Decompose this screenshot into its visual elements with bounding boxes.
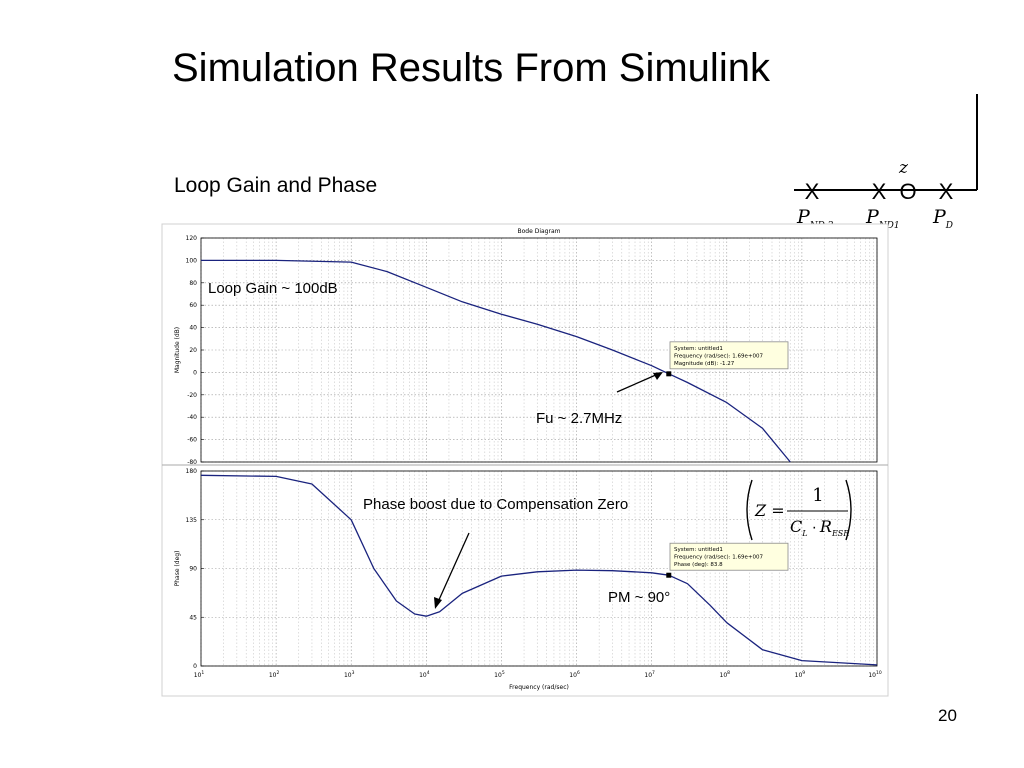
magnitude-ylabel: Magnitude (dB) [174, 327, 181, 373]
equation-denominator: CL · RESR [790, 517, 849, 538]
magnitude-ytick-label: -40 [187, 414, 197, 421]
magnitude-datatip-marker [666, 371, 672, 377]
unity-frequency-arrowhead [653, 372, 663, 380]
x-tick-label: 106 [569, 670, 580, 679]
magnitude-ytick-label: -60 [187, 437, 197, 444]
phase-datatip-box [669, 542, 789, 571]
pole-marker-nd2: X [805, 179, 820, 204]
slide-title: Simulation Results From Simulink [172, 46, 770, 90]
unity-frequency-annotation: Fu ~ 2.7MHz [536, 410, 623, 427]
equation-den-r: R [819, 517, 832, 536]
x-tick-label: 103 [344, 670, 355, 679]
equation-left-paren [746, 479, 753, 541]
pole-marker-d: X [939, 179, 954, 204]
x-tick-labels: 101 102 103 104 105 106 107 108 109 1010 [194, 670, 882, 679]
zero-label: z [898, 158, 909, 178]
pole-label-d: PD [932, 206, 953, 231]
pole-marker-nd1: X [872, 179, 887, 204]
pole-label-nd2-main: P [796, 206, 811, 228]
phase-datatip-line: System: untitled1 [674, 547, 723, 553]
x-tick-label: 101 [194, 670, 205, 679]
magnitude-curve [201, 259, 791, 463]
pole-zero-diagram: z X X O X PND 2 PND1 PD [794, 94, 978, 231]
magnitude-ytick-label: 20 [189, 347, 197, 354]
zero-equation: Z = 1 CL · RESR [746, 479, 852, 541]
phase-ytick-label: 180 [186, 468, 198, 475]
phase-ytick-label: 135 [186, 517, 198, 524]
pole-label-nd1-main: P [865, 206, 880, 228]
phase-margin-annotation: PM ~ 90° [608, 589, 671, 606]
zero-marker: O [899, 179, 916, 204]
phase-ytick-label: 0 [193, 663, 197, 670]
magnitude-ytick-label: 80 [189, 280, 197, 287]
equation-right-paren [845, 479, 852, 541]
chart-xlabel: Frequency (rad/sec) [509, 684, 569, 691]
x-tick-label: 1010 [868, 670, 882, 679]
phase-datatip-marker [666, 572, 672, 578]
equation-numerator: 1 [812, 485, 823, 506]
x-tick-label: 104 [419, 670, 430, 679]
phase-curve [200, 474, 878, 666]
phase-panel: 180 135 90 45 0 Phase (deg) System: untitled1 F… [174, 468, 878, 670]
magnitude-ytick-label: 100 [186, 257, 198, 264]
pole-label-d-sub: D [945, 221, 953, 231]
pole-label-d-main: P [932, 206, 947, 228]
phase-ytick-label: 45 [189, 614, 197, 621]
magnitude-ytick-label: 120 [186, 235, 198, 242]
magnitude-datatip-line: System: untitled1 [674, 346, 723, 352]
equation-lhs: Z = [754, 501, 785, 520]
page-number: 20 [938, 706, 957, 725]
pole-label-nd1-sub: ND1 [878, 221, 900, 231]
phase-ytick-label: 90 [189, 566, 197, 573]
x-tick-label: 107 [644, 670, 655, 679]
unity-frequency-arrow [616, 373, 659, 393]
phase-datatip-line: Frequency (rad/sec): 1.69e+007 [674, 555, 764, 561]
equation-den-c: C [790, 517, 802, 536]
loop-gain-annotation: Loop Gain ~ 100dB [208, 280, 338, 297]
magnitude-datatip-line: Magnitude (dB): -1.27 [674, 361, 735, 367]
x-tick-label: 109 [795, 670, 806, 679]
magnitude-ytick-label: 60 [189, 302, 197, 309]
equation-den-r-sub: ESR [831, 529, 849, 538]
phase-axes-frame [200, 470, 878, 667]
magnitude-panel: 120 100 80 60 40 20 0 -20 -40 -60 -80 Magnitude (dB… [174, 235, 878, 466]
x-tick-label: 108 [720, 670, 731, 679]
magnitude-ytick-label: -80 [187, 459, 197, 466]
magnitude-datatip-box [669, 341, 789, 370]
slide-subtitle: Loop Gain and Phase [174, 174, 378, 197]
phase-datatip-line: Phase (deg): 83.8 [674, 562, 723, 568]
magnitude-datatip-line: Frequency (rad/sec): 1.69e+007 [674, 353, 764, 359]
magnitude-ytick-label: -20 [187, 392, 197, 399]
equation-den-dot: · [812, 519, 817, 536]
x-tick-label: 105 [494, 670, 505, 679]
magnitude-ytick-label: 0 [193, 369, 197, 376]
magnitude-axes-frame [200, 237, 878, 463]
phase-boost-arrowhead [434, 597, 442, 609]
phase-ylabel: Phase (deg) [174, 551, 181, 587]
magnitude-ytick-label: 40 [189, 325, 197, 332]
phase-boost-annotation: Phase boost due to Compensation Zero [363, 496, 629, 513]
equation-den-c-sub: L [801, 529, 807, 538]
pole-label-nd1: PND1 [865, 206, 900, 231]
chart-title: Bode Diagram [518, 228, 561, 235]
x-tick-label: 102 [269, 670, 280, 679]
phase-boost-arrow [437, 532, 470, 603]
